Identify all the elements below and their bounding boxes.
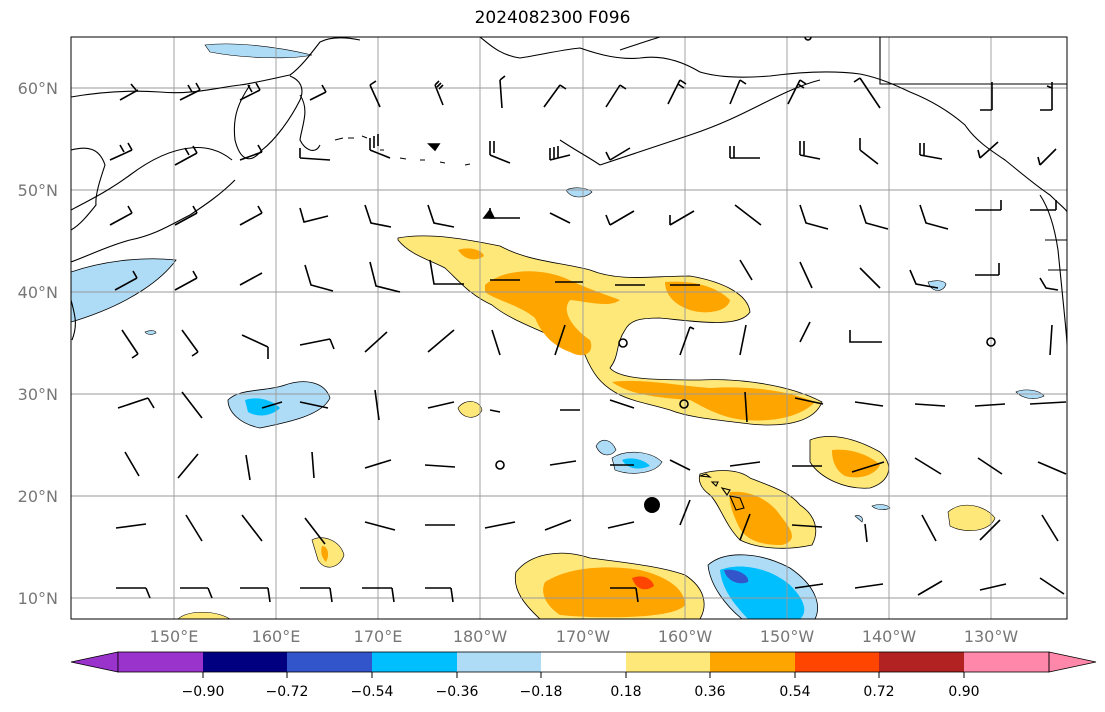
colorbar-segment — [118, 652, 203, 672]
lat-label: 30°N — [18, 385, 58, 404]
colorbar-tick-label: −0.54 — [351, 684, 394, 700]
colorbar-segment — [795, 652, 879, 672]
colorbar-segment — [457, 652, 541, 672]
colorbar: −0.90 −0.72 −0.54 −0.36 −0.18 0.18 0.36 … — [70, 651, 1097, 700]
positive-anomaly-core — [665, 281, 730, 313]
colorbar-extend-low — [70, 651, 119, 673]
colorbar-tick-label: 0.90 — [948, 684, 979, 700]
lon-label: 150°E — [150, 627, 199, 646]
colorbar-tick-label: 0.36 — [694, 684, 725, 700]
colorbar-tick-label: −0.18 — [520, 684, 563, 700]
storm-center-marker — [644, 497, 660, 513]
lon-label: 170°W — [556, 627, 611, 646]
colorbar-tick-label: −0.36 — [436, 684, 479, 700]
lat-label: 60°N — [18, 79, 58, 98]
map-panel — [71, 37, 1067, 619]
map-frame — [70, 36, 1068, 620]
map-title: 2024082300 F096 — [474, 8, 631, 28]
lon-label: 150°W — [760, 627, 815, 646]
colorbar-tick-label: 0.18 — [610, 684, 641, 700]
colorbar-tick-label: −0.90 — [182, 684, 225, 700]
lon-label: 160°W — [658, 627, 713, 646]
colorbar-tick-label: 0.72 — [863, 684, 894, 700]
positive-anomaly-core — [612, 380, 815, 421]
lat-label: 50°N — [18, 181, 58, 200]
lon-label: 140°W — [862, 627, 917, 646]
colorbar-segment — [541, 652, 626, 672]
lat-label: 20°N — [18, 487, 58, 506]
anomaly-shading — [71, 43, 1045, 619]
positive-anomaly-core — [458, 248, 484, 260]
lon-label: 130°W — [964, 627, 1019, 646]
lon-label: 180°W — [453, 627, 508, 646]
colorbar-segment — [626, 652, 710, 672]
coastlines — [71, 37, 1067, 511]
colorbar-tick-label: −0.72 — [266, 684, 309, 700]
colorbar-tick-label: 0.54 — [779, 684, 810, 700]
colorbar-segment — [372, 652, 457, 672]
lat-label: 40°N — [18, 283, 58, 302]
colorbar-extend-high — [1048, 651, 1097, 673]
colorbar-segment — [879, 652, 964, 672]
lon-label: 170°E — [354, 627, 403, 646]
lat-label: 10°N — [18, 589, 58, 608]
colorbar-segment — [203, 652, 287, 672]
colorbar-segment — [964, 652, 1049, 672]
colorbar-segment — [710, 652, 795, 672]
longitude-labels: 150°E 160°E 170°E 180°W 170°W 160°W 150°… — [150, 627, 1019, 646]
latitude-labels: 60°N 50°N 40°N 30°N 20°N 10°N — [18, 79, 58, 608]
lon-label: 160°E — [252, 627, 301, 646]
colorbar-segment — [287, 652, 372, 672]
wind-barbs — [109, 37, 1067, 603]
